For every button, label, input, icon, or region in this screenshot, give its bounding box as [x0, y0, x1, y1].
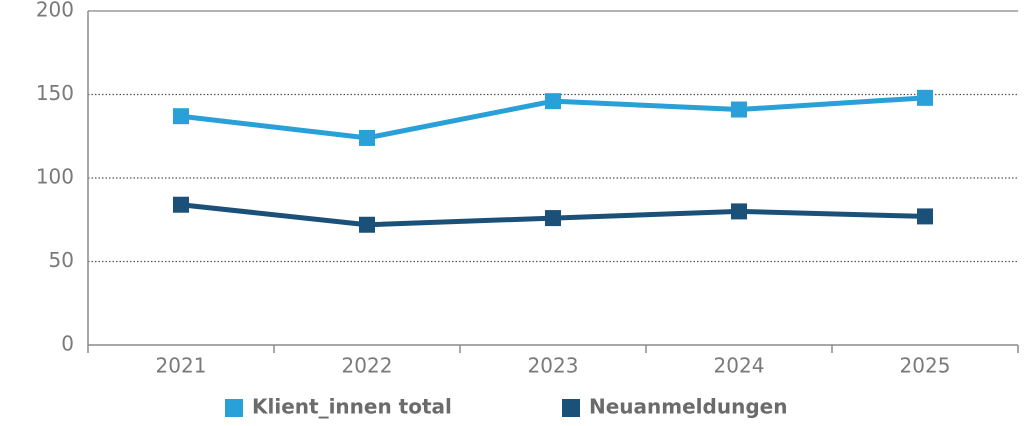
x-tick-label: 2023: [528, 354, 579, 378]
legend-label: Klient_innen total: [252, 395, 452, 419]
x-tick-label: 2022: [342, 354, 393, 378]
point-marker: [917, 208, 933, 225]
x-tick-label: 2024: [714, 354, 765, 378]
x-tick-label: 2021: [156, 354, 207, 378]
point-marker: [731, 101, 747, 118]
y-tick-label: 100: [36, 165, 74, 189]
point-marker: [917, 89, 933, 106]
point-marker: [545, 93, 561, 110]
point-marker: [731, 203, 747, 220]
legend-label: Neuanmeldungen: [589, 395, 787, 419]
point-marker: [359, 216, 375, 233]
legend-swatch: [562, 399, 580, 417]
y-tick-label: 0: [61, 332, 74, 356]
y-tick-label: 200: [36, 0, 74, 22]
point-marker: [359, 129, 375, 146]
y-tick-label: 50: [49, 248, 74, 272]
legend-swatch: [225, 399, 243, 417]
x-tick-label: 2025: [900, 354, 951, 378]
point-marker: [173, 196, 189, 213]
point-marker: [173, 108, 189, 125]
y-tick-label: 150: [36, 81, 74, 105]
point-marker: [545, 210, 561, 227]
